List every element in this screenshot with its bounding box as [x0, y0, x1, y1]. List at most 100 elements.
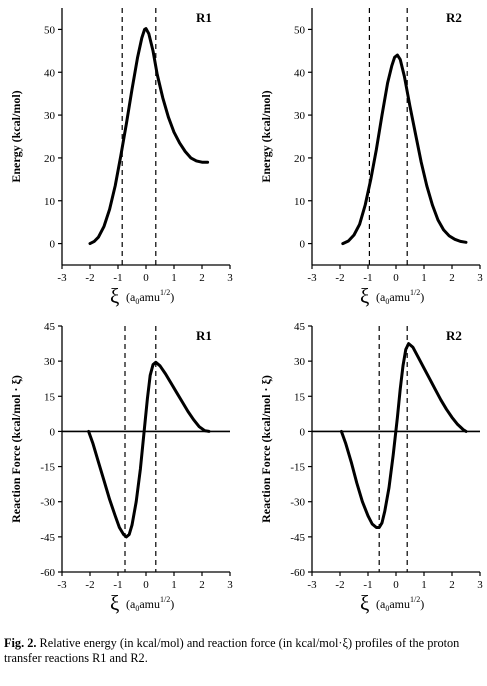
x-tick-label: -2 [85, 272, 94, 284]
y-tick-label: 0 [300, 239, 306, 251]
x-tick-label: 2 [199, 272, 205, 284]
panel-label: R2 [446, 10, 462, 25]
x-axis-unit-part: amu [139, 597, 160, 611]
x-axis-unit-part: (a [376, 290, 386, 304]
y-tick-label: 0 [300, 426, 306, 438]
x-axis-unit-part: 1/2 [410, 288, 420, 297]
x-tick-label: 3 [227, 272, 233, 284]
y-tick-label: 40 [44, 67, 56, 79]
x-tick-label: -1 [113, 272, 122, 284]
x-tick-label: -2 [85, 579, 94, 591]
series-line [339, 342, 468, 529]
y-tick-label: 0 [50, 239, 56, 251]
x-tick-label: -3 [307, 579, 317, 591]
x-axis-unit: (a0amu1/2) [126, 595, 174, 613]
panel-label: R2 [446, 328, 462, 343]
x-tick-label: 1 [421, 272, 427, 284]
x-axis-unit-part: ) [170, 290, 174, 304]
x-tick-label: -3 [307, 272, 317, 284]
x-tick-label: 3 [477, 272, 483, 284]
y-tick-label: 10 [294, 196, 306, 208]
y-tick-label: -60 [290, 567, 305, 579]
chart-panel-top-left: 0 10 20 30 40 50 -3 -2 -1 0 1 2 3 R1 Energy (kcal/mol)… [9, 8, 233, 308]
y-tick-label: -15 [290, 462, 305, 474]
y-tick-label: 45 [44, 321, 56, 333]
x-axis-unit: (a0amu1/2) [376, 595, 424, 613]
caption-prefix: Fig. 2. [4, 636, 37, 650]
y-tick-label: -15 [40, 462, 55, 474]
x-axis-symbol: ξ [110, 591, 119, 615]
x-tick-label: 3 [477, 579, 483, 591]
x-axis-unit-part: (a [376, 597, 386, 611]
x-axis-unit: (a0amu1/2) [126, 288, 174, 306]
y-tick-label: -60 [40, 567, 55, 579]
y-axis-label: Energy (kcal/mol) [259, 90, 273, 182]
y-tick-label: 45 [294, 321, 306, 333]
x-tick-label: 0 [393, 579, 399, 591]
y-tick-label: -30 [40, 497, 55, 509]
x-axis-unit-part: ) [420, 290, 424, 304]
x-tick-label: 3 [227, 579, 233, 591]
x-tick-label: -3 [57, 579, 67, 591]
y-tick-label: -30 [290, 497, 305, 509]
caption-text: Relative energy (in kcal/mol) and reacti… [4, 636, 460, 665]
x-tick-label: 1 [171, 272, 177, 284]
y-tick-label: 50 [44, 24, 56, 36]
y-tick-label: 10 [44, 196, 56, 208]
series-line [88, 27, 210, 246]
y-tick-label: 15 [294, 391, 306, 403]
y-tick-label: 0 [50, 426, 56, 438]
x-tick-label: 1 [421, 579, 427, 591]
y-axis-label: Reaction Force (kcal/mol · ξ) [9, 375, 23, 523]
y-tick-label: 50 [294, 24, 306, 36]
chart-panel-bottom-left: 45 30 15 0 -15 -30 -45 -60-3 -2 -1 0 1 2 3 R1 Reaction … [9, 321, 233, 615]
x-tick-label: 0 [143, 579, 149, 591]
x-axis-unit-part: ) [420, 597, 424, 611]
y-tick-label: 20 [44, 153, 56, 165]
y-axis-label: Reaction Force (kcal/mol · ξ) [259, 375, 273, 523]
figure-caption: Fig. 2. Relative energy (in kcal/mol) an… [4, 636, 482, 666]
y-tick-label: 20 [294, 153, 306, 165]
x-axis-unit-part: 0 [135, 604, 139, 613]
series-line [341, 53, 468, 246]
x-axis-unit-part: amu [139, 290, 160, 304]
x-axis-unit-part: 1/2 [410, 595, 420, 604]
y-tick-label: 15 [44, 391, 56, 403]
y-tick-label: -45 [290, 532, 305, 544]
x-tick-label: 0 [393, 272, 399, 284]
x-axis-unit-part: 0 [385, 604, 389, 613]
x-axis-symbol: ξ [360, 284, 369, 308]
x-tick-label: -2 [335, 272, 344, 284]
x-tick-label: 2 [199, 579, 205, 591]
x-axis-unit-part: 0 [385, 297, 389, 306]
panel-label: R1 [196, 328, 212, 343]
x-tick-label: 2 [449, 579, 455, 591]
y-tick-label: 30 [294, 110, 306, 122]
x-axis-unit-part: amu [389, 290, 410, 304]
x-axis-unit-part: 1/2 [160, 288, 170, 297]
x-tick-label: -1 [113, 579, 122, 591]
x-axis-unit-part: amu [389, 597, 410, 611]
y-tick-label: 30 [294, 356, 306, 368]
x-tick-label: 2 [449, 272, 455, 284]
x-tick-label: -3 [57, 272, 67, 284]
x-axis-unit-part: 0 [135, 297, 139, 306]
x-axis-unit: (a0amu1/2) [376, 288, 424, 306]
series-line [87, 360, 211, 539]
x-axis-symbol: ξ [110, 284, 119, 308]
x-axis-unit-part: (a [126, 597, 136, 611]
y-tick-label: 40 [294, 67, 306, 79]
y-tick-label: -45 [40, 532, 55, 544]
panel-label: R1 [196, 10, 212, 25]
chart-panel-top-right: 0 10 20 30 40 50 -3 -2 -1 0 1 2 3 R2 Energy (kcal/mol)… [259, 8, 483, 308]
chart-panel-bottom-right: 45 30 15 0 -15 -30 -45 -60-3 -2 -1 0 1 2 3 R2 Reaction … [259, 321, 483, 615]
x-tick-label: -1 [363, 272, 372, 284]
x-tick-label: -2 [335, 579, 344, 591]
y-tick-label: 30 [44, 356, 56, 368]
x-axis-unit-part: 1/2 [160, 595, 170, 604]
x-axis-symbol: ξ [360, 591, 369, 615]
x-tick-label: 0 [143, 272, 149, 284]
y-tick-label: 30 [44, 110, 56, 122]
x-tick-label: 1 [171, 579, 177, 591]
